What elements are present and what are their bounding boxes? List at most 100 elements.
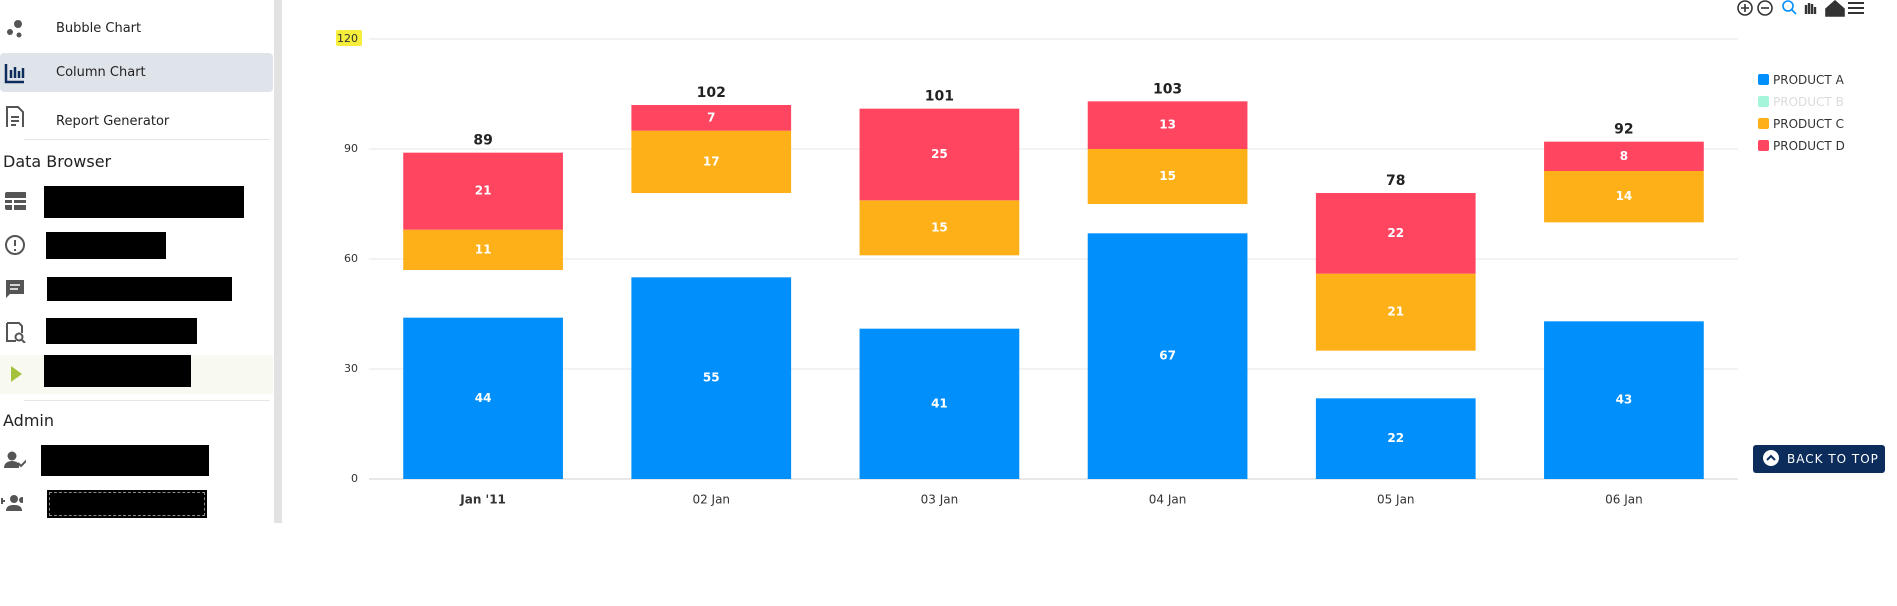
redacted [41, 445, 209, 476]
bar-segment-hidden [1088, 204, 1248, 233]
bar-segment [1544, 171, 1704, 223]
bar-segment-hidden [1316, 351, 1476, 399]
data-label: 22 [1387, 226, 1404, 240]
data-label: 7 [707, 110, 715, 124]
bar-segment [1544, 321, 1704, 479]
redacted [46, 232, 166, 259]
legend-label: PRODUCT B [1773, 95, 1844, 109]
bar-segment [1087, 101, 1248, 149]
legend-item[interactable]: PRODUCT B [1758, 95, 1844, 109]
y-tick-label: 90 [344, 142, 358, 155]
button-label: BACK TO TOP [1787, 452, 1879, 466]
toolbar[interactable] [1737, 0, 1864, 17]
bar-segment [859, 200, 1020, 256]
redacted [44, 355, 191, 387]
nav-item[interactable]: Report Generator [0, 102, 273, 142]
data-label: 41 [931, 396, 948, 410]
legend-label: PRODUCT A [1773, 73, 1845, 87]
bar-segment [1315, 273, 1476, 351]
data-label: 8 [1620, 149, 1628, 163]
data-label: 67 [1159, 349, 1176, 363]
data-label: 25 [931, 147, 948, 161]
icon [11, 366, 22, 382]
nav-label: Bubble Chart [56, 21, 142, 36]
bar-segment [403, 317, 563, 479]
redacted [46, 318, 197, 344]
bar-segment-hidden [860, 255, 1020, 328]
back-to-top-button[interactable]: BACK TO TOP [1753, 445, 1885, 473]
separator [24, 139, 270, 140]
bar-segment [1087, 149, 1248, 204]
data-label: 14 [1616, 189, 1633, 203]
legend-item[interactable]: PRODUCT D [1758, 139, 1845, 153]
total-label: 92 [1614, 122, 1633, 138]
bar-segment [1315, 193, 1476, 274]
y-tick-label: 0 [351, 472, 358, 485]
y-tick-label: 120 [337, 32, 358, 45]
x-tick-label: 03 Jan [921, 493, 959, 507]
legend-item[interactable]: PRODUCT C [1758, 117, 1844, 131]
icon [4, 451, 26, 468]
bar-segment-hidden [403, 270, 563, 318]
chart: 0 30 60 90 120 Jan '11 44 11 21 89 02 Jan 55 17 7 102 0… [336, 0, 1864, 507]
data-label: 15 [1159, 169, 1176, 183]
data-label: 21 [1387, 305, 1404, 319]
tick-highlight [336, 30, 362, 46]
bar-segment [631, 130, 792, 193]
data-label: 22 [1387, 431, 1404, 445]
data-label: 13 [1159, 118, 1176, 132]
x-tick-label: 06 Jan [1605, 493, 1643, 507]
bar-segment [1087, 233, 1248, 479]
separator [24, 400, 270, 401]
total-label: 103 [1153, 81, 1182, 97]
data-label: 17 [703, 154, 720, 168]
icon [1763, 450, 1779, 466]
icon [5, 192, 26, 210]
icon [6, 280, 24, 298]
x-tick-label: Jan '11 [459, 493, 506, 507]
legend-item[interactable]: PRODUCT A [1758, 73, 1845, 87]
icon [6, 106, 24, 127]
nav-item-active[interactable]: Column Chart [0, 53, 273, 92]
legend-swatch [1758, 74, 1769, 85]
redacted [47, 277, 232, 301]
nav-label: Column Chart [56, 65, 146, 80]
nav-item[interactable]: Bubble Chart [0, 9, 273, 49]
y-tick-label: 30 [344, 362, 358, 375]
data-label: 44 [475, 391, 492, 405]
legend-label: PRODUCT D [1773, 139, 1845, 153]
legend-swatch [1758, 140, 1769, 151]
data-label: 55 [703, 371, 720, 385]
data-label: 21 [475, 184, 492, 198]
bar-segment [403, 152, 563, 230]
x-tick-label: 04 Jan [1149, 493, 1187, 507]
bar-segment-hidden [1544, 222, 1704, 321]
total-label: 101 [925, 89, 954, 105]
redacted [44, 186, 244, 218]
total-label: 102 [697, 85, 726, 101]
bar-segment [403, 229, 563, 270]
bar-segment [859, 108, 1020, 201]
sidebar: Bubble Chart Column Chart Report Generat… [0, 0, 282, 523]
icon [5, 235, 25, 255]
legend-label: PRODUCT C [1773, 117, 1844, 131]
bar-segment [859, 328, 1020, 479]
bar-segment [631, 105, 792, 131]
data-label: 43 [1616, 393, 1633, 407]
legend-swatch [1758, 96, 1769, 107]
redacted [47, 490, 207, 518]
section-title: Data Browser [3, 152, 112, 171]
icon [1, 495, 23, 511]
icon [7, 20, 22, 38]
legend-swatch [1758, 118, 1769, 129]
y-tick-label: 60 [344, 252, 358, 265]
icon [4, 64, 25, 84]
section-title: Admin [3, 411, 54, 430]
total-label: 78 [1386, 173, 1405, 189]
data-label: 15 [931, 220, 948, 234]
bar-segment [631, 277, 792, 479]
nav-label: Report Generator [56, 114, 170, 129]
total-label: 89 [473, 133, 492, 149]
data-label: 11 [475, 242, 492, 256]
